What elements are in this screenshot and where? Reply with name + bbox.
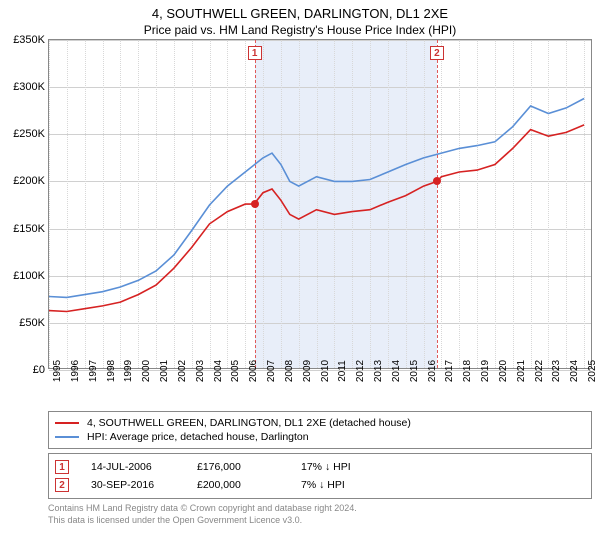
x-tick-label: 2009 bbox=[302, 360, 313, 382]
title-address: 4, SOUTHWELL GREEN, DARLINGTON, DL1 2XE bbox=[0, 6, 600, 21]
legend-item: HPI: Average price, detached house, Darl… bbox=[55, 430, 585, 444]
footer-line: This data is licensed under the Open Gov… bbox=[48, 515, 592, 527]
y-tick-label: £0 bbox=[33, 364, 49, 376]
x-tick-label: 2018 bbox=[462, 360, 473, 382]
sales-row: 2 30-SEP-2016 £200,000 7% ↓ HPI bbox=[55, 476, 585, 494]
chart-plot-area: £0£50K£100K£150K£200K£250K£300K£350K12 bbox=[48, 39, 592, 369]
x-tick-label: 2011 bbox=[337, 360, 348, 382]
x-tick-label: 1996 bbox=[70, 360, 81, 382]
y-tick-label: £200K bbox=[13, 175, 49, 187]
sale-marker-icon: 2 bbox=[55, 478, 69, 492]
footer-attribution: Contains HM Land Registry data © Crown c… bbox=[48, 503, 592, 526]
y-tick-label: £250K bbox=[13, 128, 49, 140]
x-tick-label: 2015 bbox=[409, 360, 420, 382]
x-tick-label: 2010 bbox=[320, 360, 331, 382]
x-tick-label: 2003 bbox=[195, 360, 206, 382]
legend-item: 4, SOUTHWELL GREEN, DARLINGTON, DL1 2XE … bbox=[55, 416, 585, 430]
y-tick-label: £150K bbox=[13, 223, 49, 235]
title-subtitle: Price paid vs. HM Land Registry's House … bbox=[0, 23, 600, 37]
sale-price: £200,000 bbox=[197, 479, 297, 491]
y-tick-label: £350K bbox=[13, 34, 49, 46]
x-tick-label: 2006 bbox=[248, 360, 259, 382]
legend-label: 4, SOUTHWELL GREEN, DARLINGTON, DL1 2XE … bbox=[87, 417, 411, 429]
sale-diff: 17% ↓ HPI bbox=[301, 461, 381, 473]
y-tick-label: £50K bbox=[19, 317, 49, 329]
x-tick-label: 2002 bbox=[177, 360, 188, 382]
x-tick-label: 2004 bbox=[213, 360, 224, 382]
legend-swatch bbox=[55, 422, 79, 424]
y-tick-label: £100K bbox=[13, 270, 49, 282]
x-tick-label: 2020 bbox=[498, 360, 509, 382]
x-tick-label: 2001 bbox=[159, 360, 170, 382]
chart-marker-dot bbox=[251, 200, 259, 208]
sales-table: 1 14-JUL-2006 £176,000 17% ↓ HPI 2 30-SE… bbox=[48, 453, 592, 499]
x-axis-labels: 1995199619971998199920002001200220032004… bbox=[48, 369, 592, 405]
sales-row: 1 14-JUL-2006 £176,000 17% ↓ HPI bbox=[55, 458, 585, 476]
x-tick-label: 2016 bbox=[427, 360, 438, 382]
sale-marker-icon: 1 bbox=[55, 460, 69, 474]
x-tick-label: 1995 bbox=[52, 360, 63, 382]
sale-date: 30-SEP-2016 bbox=[73, 479, 193, 491]
y-tick-label: £300K bbox=[13, 81, 49, 93]
x-tick-label: 2017 bbox=[444, 360, 455, 382]
x-tick-label: 2024 bbox=[569, 360, 580, 382]
x-tick-label: 1999 bbox=[123, 360, 134, 382]
sale-date: 14-JUL-2006 bbox=[73, 461, 193, 473]
sale-diff: 7% ↓ HPI bbox=[301, 479, 381, 491]
chart-container: 4, SOUTHWELL GREEN, DARLINGTON, DL1 2XE … bbox=[0, 0, 600, 560]
x-tick-label: 2008 bbox=[284, 360, 295, 382]
x-tick-label: 2022 bbox=[534, 360, 545, 382]
sale-price: £176,000 bbox=[197, 461, 297, 473]
x-tick-label: 2021 bbox=[516, 360, 527, 382]
footer-line: Contains HM Land Registry data © Crown c… bbox=[48, 503, 592, 515]
x-tick-label: 2005 bbox=[230, 360, 241, 382]
title-block: 4, SOUTHWELL GREEN, DARLINGTON, DL1 2XE … bbox=[0, 0, 600, 39]
chart-marker-dot bbox=[433, 177, 441, 185]
legend: 4, SOUTHWELL GREEN, DARLINGTON, DL1 2XE … bbox=[48, 411, 592, 449]
x-tick-label: 2023 bbox=[551, 360, 562, 382]
x-tick-label: 2014 bbox=[391, 360, 402, 382]
x-tick-label: 2019 bbox=[480, 360, 491, 382]
legend-label: HPI: Average price, detached house, Darl… bbox=[87, 431, 309, 443]
x-tick-label: 1998 bbox=[106, 360, 117, 382]
x-tick-label: 2012 bbox=[355, 360, 366, 382]
legend-swatch bbox=[55, 436, 79, 438]
x-tick-label: 2013 bbox=[373, 360, 384, 382]
x-tick-label: 1997 bbox=[88, 360, 99, 382]
x-tick-label: 2000 bbox=[141, 360, 152, 382]
x-tick-label: 2007 bbox=[266, 360, 277, 382]
x-tick-label: 2025 bbox=[587, 360, 598, 382]
